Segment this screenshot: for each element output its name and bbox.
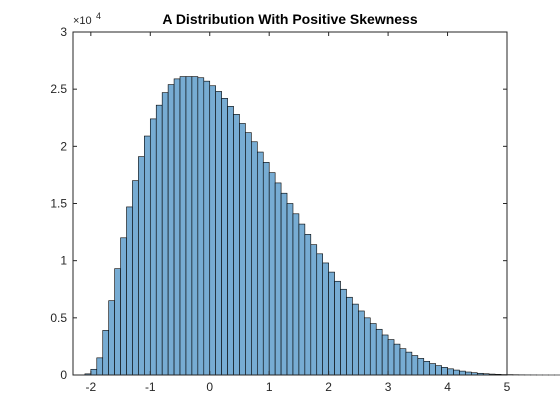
- histogram-bar: [286, 203, 294, 376]
- histogram-bar: [144, 135, 151, 376]
- histogram-bar: [227, 106, 234, 376]
- y-exponent-power: 4: [96, 11, 101, 21]
- y-tick-label: 1: [60, 254, 67, 268]
- histogram-bar: [90, 368, 98, 376]
- histogram-bar: [423, 360, 431, 376]
- histogram-bar: [280, 192, 288, 376]
- y-axis-ticks: 0 0.5 1 1.5 2 2.5 3: [50, 25, 507, 382]
- y-tick-label: 3: [60, 25, 67, 39]
- histogram-bar: [149, 118, 157, 376]
- x-tick-label: 2: [325, 380, 332, 394]
- histogram-bar: [268, 172, 276, 376]
- histogram-bar: [352, 303, 359, 376]
- y-tick-label: 2.5: [50, 82, 67, 96]
- histogram-bar: [102, 330, 109, 376]
- histogram-bar: [173, 78, 181, 376]
- y-tick-label: 0: [60, 368, 67, 382]
- y-exponent-label: ×10 4: [73, 11, 101, 27]
- histogram-bar: [387, 339, 395, 376]
- histogram-bar: [310, 244, 318, 376]
- histogram-bar: [245, 132, 252, 376]
- histogram-bar: [447, 368, 454, 376]
- histogram-bar: [138, 156, 145, 376]
- y-tick-label: 2: [60, 139, 67, 153]
- histogram-bar: [251, 141, 258, 376]
- histogram-bar: [441, 367, 448, 376]
- histogram-bar: [322, 262, 329, 376]
- x-tick-label: -2: [85, 380, 96, 394]
- x-tick-label: 3: [385, 380, 392, 394]
- x-tick-label: 0: [206, 380, 213, 394]
- histogram-bar: [221, 98, 228, 376]
- histogram-bar: [429, 363, 436, 376]
- x-tick-label: -1: [145, 380, 156, 394]
- histogram-bar: [120, 237, 127, 376]
- histogram-bar: [114, 268, 121, 376]
- histogram-bar: [209, 85, 216, 376]
- histogram-bar: [239, 123, 246, 376]
- y-tick-label: 0.5: [50, 311, 67, 325]
- histogram-bar: [411, 355, 419, 376]
- histogram-bar: [381, 334, 389, 376]
- axes-box: [72, 31, 508, 376]
- histogram-bar: [167, 84, 175, 376]
- histogram-bar: [108, 300, 115, 376]
- histogram-bar: [197, 77, 205, 376]
- histogram-bar: [256, 151, 264, 376]
- histogram-bar: [96, 357, 104, 376]
- histogram-bar: [375, 328, 383, 376]
- histogram-bar: [274, 182, 282, 376]
- histogram-bar: [340, 288, 347, 376]
- histogram-bar: [304, 234, 312, 376]
- histogram-bar: [399, 348, 407, 376]
- histogram-bar: [203, 80, 211, 376]
- histogram-bar: [334, 280, 341, 376]
- histogram-bar: [369, 323, 377, 376]
- histogram-bar: [405, 351, 413, 376]
- histogram-bar: [132, 180, 139, 376]
- histogram-bar: [393, 343, 401, 376]
- y-exponent-base: ×10: [73, 15, 92, 27]
- y-tick-label: 1.5: [50, 197, 67, 211]
- chart-title: A Distribution With Positive Skewness: [162, 11, 418, 27]
- histogram-bar: [215, 91, 222, 376]
- histogram-bar: [179, 76, 187, 376]
- histogram-bar: [459, 370, 466, 376]
- histogram-bar: [298, 223, 306, 376]
- histogram-bar: [126, 206, 133, 376]
- histogram-bar: [417, 358, 425, 376]
- histogram-bar: [364, 317, 371, 376]
- histogram-bar: [233, 114, 240, 376]
- x-tick-label: 5: [504, 380, 511, 394]
- histogram-bar: [358, 310, 365, 376]
- histogram-bar: [185, 76, 193, 376]
- histogram-bar: [316, 253, 323, 376]
- histogram-bar: [155, 104, 163, 376]
- x-axis-ticks: -2 -1 0 1 2 3 4 5: [85, 32, 511, 394]
- histogram-bar: [191, 76, 199, 376]
- histogram-bar: [435, 365, 442, 376]
- histogram-bar: [161, 92, 169, 376]
- x-tick-label: 4: [444, 380, 451, 394]
- histogram-bar: [292, 213, 300, 376]
- histogram-bar: [262, 162, 270, 376]
- histogram-bar: [328, 271, 335, 376]
- histogram-bar: [346, 296, 353, 376]
- x-tick-label: 1: [266, 380, 273, 394]
- histogram-bar: [453, 369, 460, 376]
